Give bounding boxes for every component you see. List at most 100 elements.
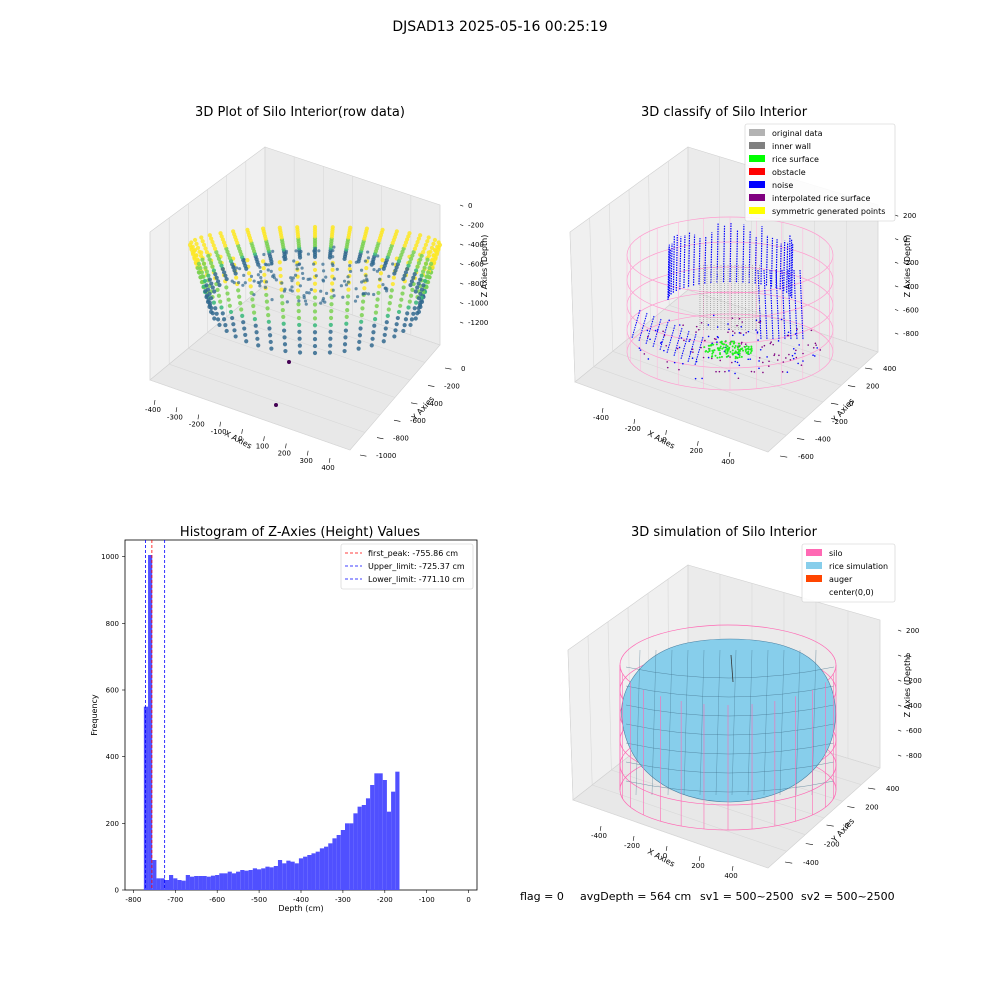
p1-point <box>259 279 263 283</box>
p2-rice-point <box>705 349 708 352</box>
p1-point <box>372 292 376 297</box>
p4-mesh-line <box>635 649 641 796</box>
p1-point <box>383 326 388 331</box>
p1-point <box>406 305 411 310</box>
p2-rice-point <box>719 353 722 356</box>
p1-point <box>241 320 246 325</box>
p2-scatter-point <box>794 333 797 335</box>
p1-point <box>204 250 209 255</box>
p1-point <box>267 326 272 331</box>
p2-scatter-point <box>701 377 703 380</box>
p1-point <box>290 279 294 283</box>
p1-point <box>324 275 328 279</box>
p4-legend-swatch <box>806 588 822 595</box>
p2-y-tick-label: -400 <box>815 435 831 443</box>
p1-x-tick-mark <box>153 399 156 405</box>
p1-point <box>359 312 364 318</box>
p3-bar <box>294 863 299 890</box>
p2-scatter-point <box>663 334 666 337</box>
p1-point <box>204 269 209 274</box>
p1-point <box>312 281 318 286</box>
p1-point <box>330 262 334 266</box>
p1-point <box>213 271 218 277</box>
p2-scatter-point <box>792 348 795 350</box>
p2-scatter-point <box>647 335 649 338</box>
p1-point <box>297 343 302 348</box>
p2-scatter-point <box>654 329 657 332</box>
p1-point <box>296 315 302 321</box>
p3-bar <box>252 868 257 890</box>
p2-scatter-point <box>683 339 685 342</box>
p2-scatter-point <box>728 370 730 372</box>
p1-point <box>344 283 349 287</box>
p1-point <box>429 261 434 266</box>
p2-scatter-point <box>802 360 804 362</box>
p1-x-tick-mark <box>197 414 200 420</box>
panel1-axes-box <box>149 146 441 451</box>
p1-point <box>297 322 302 328</box>
p3-bar <box>236 871 241 890</box>
p1-point <box>387 301 392 306</box>
p2-scatter-point <box>736 324 738 327</box>
p3-bar <box>353 813 358 890</box>
grid-line <box>207 332 396 398</box>
panel2-grid <box>569 147 879 453</box>
p1-point <box>364 274 368 278</box>
p2-rice-point <box>750 345 753 348</box>
p1-point <box>240 313 245 318</box>
p1-point <box>200 257 205 262</box>
p4-mesh-line <box>747 649 753 796</box>
grid-line <box>245 300 426 363</box>
p1-point <box>359 319 364 324</box>
p1-point <box>292 259 296 263</box>
p1-point <box>212 316 217 321</box>
p1-point <box>412 271 417 277</box>
p2-scatter-point <box>712 314 715 317</box>
p1-x-tick-label: -300 <box>167 413 183 421</box>
p2-scatter-point <box>666 366 669 369</box>
p2-scatter-point <box>789 359 792 361</box>
p1-point <box>345 307 350 313</box>
p2-scatter-point <box>700 321 703 324</box>
p2-z-tick-mark <box>894 309 899 311</box>
p1-point <box>212 246 218 251</box>
p1-point <box>321 262 325 266</box>
p1-point <box>421 250 426 255</box>
p2-scatter-point <box>695 360 698 363</box>
p2-rice-point <box>719 345 722 348</box>
p1-point <box>297 299 301 303</box>
p2-scatter-point <box>691 357 694 360</box>
p1-point <box>408 293 414 298</box>
p3-bar <box>365 798 371 890</box>
p4-z-tick-mark <box>897 729 902 732</box>
panel4-xlabel: X Axies <box>646 847 676 869</box>
p1-point <box>381 282 385 287</box>
p1-point <box>400 291 405 296</box>
p1-point <box>231 322 236 327</box>
p2-noise-streak <box>765 235 769 286</box>
grid-line <box>609 203 613 352</box>
p2-y-tick-mark <box>813 420 822 423</box>
panel4-y-ticks: 400 200 0 -200 -400 <box>784 785 899 867</box>
p1-point <box>259 276 263 280</box>
p2-noise-streak <box>675 234 678 292</box>
p1-point <box>416 261 422 266</box>
p1-point <box>391 275 396 280</box>
p1-point <box>214 275 219 280</box>
p1-z-tick-label: -400 <box>468 241 484 249</box>
p1-z-tick-label: -600 <box>468 261 484 269</box>
p4-legend-frame <box>801 543 896 603</box>
p1-point <box>295 267 299 271</box>
p1-point <box>224 285 229 290</box>
p1-point <box>284 249 288 253</box>
p2-z-tick-label: 200 <box>903 212 916 220</box>
p2-scatter-point <box>776 359 779 361</box>
p3-legend-label: first_peak: -755.86 cm <box>368 549 458 558</box>
p1-point <box>301 276 305 281</box>
p1-point <box>433 248 438 254</box>
p1-point <box>372 317 378 322</box>
p1-point <box>281 314 286 320</box>
p3-bar <box>370 785 375 890</box>
p2-scatter-point <box>702 356 705 359</box>
